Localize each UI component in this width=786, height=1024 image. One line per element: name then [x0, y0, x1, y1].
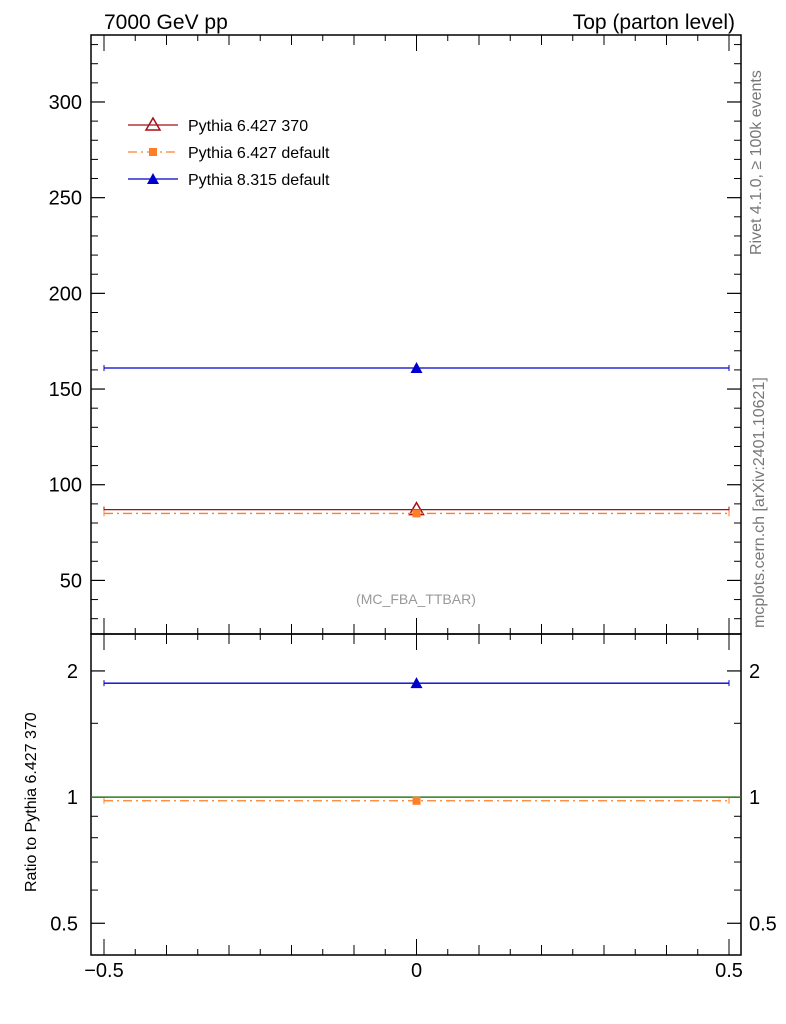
- main-ytick-label: 150: [49, 379, 82, 401]
- ratio-ytick-label-left: 2: [67, 661, 78, 683]
- main-series-2-point: [410, 361, 423, 373]
- ratio-series: [91, 677, 741, 805]
- header-left-title: 7000 GeV pp: [104, 11, 228, 34]
- legend-label: Pythia 6.427 370: [188, 118, 308, 135]
- ratio-xtick-label: −0.5: [84, 960, 123, 982]
- ratio-ytick-label-left: 0.5: [50, 913, 78, 935]
- ratio-xtick-label: 0: [411, 960, 422, 982]
- header-right-title: Top (parton level): [573, 11, 735, 34]
- rivet-version-label: Rivet 4.1.0, ≥ 100k events: [748, 70, 765, 255]
- ratio-series-0: [103, 796, 730, 805]
- main-series: [103, 361, 730, 518]
- main-ytick-label: 200: [49, 283, 82, 305]
- legend-marker: [149, 148, 157, 156]
- ratio-series-1: [103, 677, 730, 689]
- ratio-series-0-point: [412, 796, 421, 805]
- legend-label: Pythia 6.427 default: [188, 145, 330, 162]
- ratio-panel: 0.5 0.5 1 1 2 2 −0.5 0 0.5: [50, 633, 777, 982]
- legend: Pythia 6.427 370 Pythia 6.427 default Pyth…: [128, 116, 330, 189]
- main-ticks: 50 100 150 200 250 300: [49, 35, 741, 634]
- main-ytick-label: 300: [49, 92, 82, 114]
- legend-marker: [144, 116, 162, 131]
- main-series-2: [103, 361, 730, 373]
- ratio-ytick-label-right: 2: [749, 661, 760, 683]
- main-ytick-label: 250: [49, 188, 82, 210]
- legend-label: Pythia 8.315 default: [188, 172, 330, 189]
- ratio-y-axis-title: Ratio to Pythia 6.427 370: [23, 712, 40, 892]
- mcplots-label: mcplots.cern.ch [arXiv:2401.10621]: [751, 377, 768, 628]
- ratio-xtick-label: 0.5: [715, 960, 743, 982]
- legend-marker: [147, 173, 159, 184]
- ratio-ytick-label-right: 0.5: [749, 913, 777, 935]
- ratio-ytick-label-left: 1: [67, 787, 78, 809]
- main-series-1: [103, 509, 730, 518]
- ratio-ytick-label-right: 1: [749, 787, 760, 809]
- main-ytick-label: 100: [49, 475, 82, 497]
- main-panel: 50 100 150 200 250 300 (MC_FBA_TTBAR) Pythia …: [49, 34, 742, 635]
- main-ytick-label: 50: [60, 570, 82, 592]
- analysis-label: (MC_FBA_TTBAR): [356, 591, 476, 607]
- ratio-series-1-point: [410, 677, 423, 689]
- main-series-1-point: [412, 509, 421, 518]
